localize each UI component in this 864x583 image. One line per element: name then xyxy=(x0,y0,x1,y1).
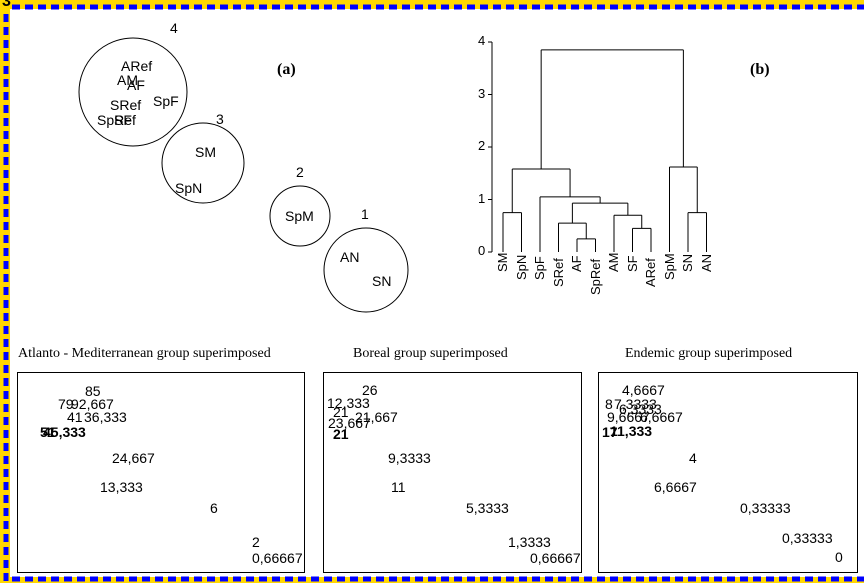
value-label: 7,3333 xyxy=(614,396,657,412)
y-tick-label: 2 xyxy=(478,138,486,153)
value-label: 4 xyxy=(689,450,697,466)
value-label: 0 xyxy=(835,549,843,565)
value-label: 0,33333 xyxy=(782,530,833,546)
group-1-member: SN xyxy=(372,273,392,289)
value-label: 8 xyxy=(605,396,613,412)
group-4-member: ARef xyxy=(121,58,153,74)
group-1-number: 1 xyxy=(361,206,369,222)
value-label: 5,3333 xyxy=(466,500,509,516)
group-4-member: AM xyxy=(117,72,138,88)
value-label: 9,3333 xyxy=(388,450,431,466)
leaf-label: SpN xyxy=(513,254,529,280)
leaf-label: SRef xyxy=(550,258,566,288)
panel-a-label: (a) xyxy=(277,61,296,78)
value-label: 92,667 xyxy=(71,396,114,412)
value-label: 21,667 xyxy=(355,409,398,425)
y-tick-label: 4 xyxy=(478,33,486,48)
group-4-member: SF xyxy=(114,112,132,128)
value-label: 41 xyxy=(67,409,83,425)
value-label: 26 xyxy=(362,382,378,398)
value-label: 12,333 xyxy=(327,395,370,411)
panel-title-atlanto: Atlanto - Mediterranean group superimpos… xyxy=(18,346,271,361)
leaf-label: SF xyxy=(624,255,640,273)
group-1-member: AN xyxy=(340,249,360,265)
value-label: 9,6667 xyxy=(607,409,650,425)
leaf-label: AN xyxy=(698,254,714,273)
value-label: 0,33333 xyxy=(740,500,791,516)
value-label: 21 xyxy=(333,404,349,420)
panel-title-boreal: Boreal group superimposed xyxy=(353,346,508,361)
panel-atlanto-box xyxy=(17,372,305,573)
leaf-label: SpF xyxy=(532,255,547,280)
group-3-number: 3 xyxy=(216,111,224,127)
value-label: 36,333 xyxy=(84,409,127,425)
panel-endemic-box xyxy=(598,372,858,573)
value-label: 85 xyxy=(85,383,101,399)
panel-title-endemic: Endemic group superimposed xyxy=(625,346,793,361)
leaf-label: AF xyxy=(569,255,584,273)
leaf-label: SM xyxy=(495,252,510,273)
y-tick-label: 1 xyxy=(478,190,486,206)
value-label: 17 xyxy=(602,424,618,440)
leaf-label: SpRef xyxy=(587,258,603,295)
leaf-label: SpM xyxy=(661,253,677,280)
value-label: 0,66667 xyxy=(252,550,303,566)
group-2-number: 2 xyxy=(296,164,304,180)
group-2-member: SpM xyxy=(285,208,314,224)
group-4-member: AF xyxy=(127,77,145,93)
group-4-number: 4 xyxy=(170,20,178,36)
y-tick-label: 0 xyxy=(478,243,486,258)
group-4-member: SRef xyxy=(110,97,142,113)
leaf-label: SN xyxy=(680,254,695,273)
value-label: 2 xyxy=(252,534,260,550)
value-label: 23,667 xyxy=(328,415,371,431)
corner-mark: 3 xyxy=(2,0,11,10)
value-label: 11,333 xyxy=(610,423,653,439)
panel-b-label: (b) xyxy=(750,61,770,78)
value-label: 6 xyxy=(210,500,218,516)
leaf-label: AM xyxy=(606,252,621,273)
y-tick-label: 3 xyxy=(478,85,486,101)
group-4-member: SpF xyxy=(153,93,179,109)
leaf-label: ARef xyxy=(643,258,658,288)
value-label: 11 xyxy=(391,479,406,495)
value-label: 6,6667 xyxy=(640,409,683,425)
value-label: 13,333 xyxy=(100,479,143,495)
value-label: 24,667 xyxy=(112,450,155,466)
value-label: 45,333 xyxy=(43,424,86,440)
value-label: 6,3333 xyxy=(619,401,662,417)
group-4-member: SpRef xyxy=(97,112,136,128)
group-3-member: SM xyxy=(195,144,216,160)
value-label: 4,6667 xyxy=(622,382,665,398)
value-label: 51 xyxy=(40,424,56,440)
value-label: 21 xyxy=(333,426,349,442)
value-label: 1,3333 xyxy=(508,534,551,550)
panel-boreal-box xyxy=(323,372,582,573)
group-3-member: SpN xyxy=(175,180,203,196)
value-label: 0,66667 xyxy=(530,550,581,566)
value-label: 79 xyxy=(58,396,74,412)
value-label: 6,6667 xyxy=(654,479,697,495)
